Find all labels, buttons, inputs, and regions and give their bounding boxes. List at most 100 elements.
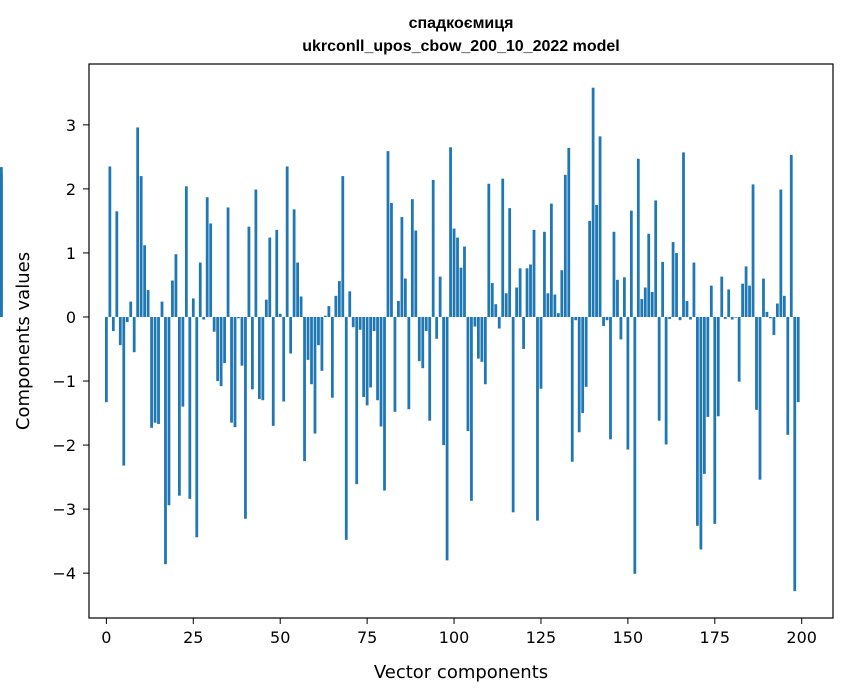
- bar-109: [483, 316, 487, 385]
- y-tick-label: −3: [52, 500, 76, 519]
- bar-50: [278, 313, 282, 317]
- y-tick-label: 2: [66, 180, 76, 199]
- bar-30: [209, 223, 213, 317]
- bar-52: [285, 166, 289, 317]
- bar-16: [160, 301, 164, 317]
- bar-169: [692, 262, 696, 317]
- bar-185: [748, 285, 751, 317]
- bar-150: [626, 316, 630, 450]
- bar-154: [640, 299, 644, 317]
- bar-54: [292, 209, 296, 317]
- bar-5: [122, 316, 126, 466]
- bar-99: [449, 147, 452, 317]
- bar-197: [789, 154, 793, 317]
- bar-119: [518, 268, 522, 317]
- bar-45: [261, 316, 265, 401]
- bar-148: [619, 316, 623, 340]
- bar-85: [400, 217, 404, 317]
- bar-40: [244, 316, 247, 519]
- bar-41: [247, 226, 251, 317]
- bar-144: [605, 316, 609, 321]
- bar-44: [257, 316, 261, 399]
- bar-155: [643, 287, 647, 317]
- bar-160: [661, 261, 665, 317]
- bar-82: [390, 202, 393, 317]
- bar-25: [191, 298, 195, 317]
- y-axis-label: Components values: [13, 252, 34, 430]
- bar-180: [730, 316, 734, 320]
- bar-130: [556, 313, 560, 317]
- bar-12: [146, 290, 150, 317]
- bars-group: [0, 87, 800, 592]
- bar-14: [153, 316, 157, 423]
- bar-91: [421, 316, 425, 369]
- bar-121: [525, 268, 529, 317]
- y-tick-label: −2: [52, 436, 76, 455]
- bar-188: [758, 316, 762, 480]
- bar-181: [734, 316, 738, 318]
- bar-86: [403, 278, 407, 317]
- bar-47: [268, 237, 272, 317]
- y-tick-label: 3: [66, 116, 76, 135]
- bar-159: [657, 316, 661, 421]
- bar-112: [494, 304, 498, 317]
- bar-34: [223, 316, 226, 364]
- y-tick-label: 1: [66, 244, 76, 263]
- bar-71: [351, 316, 355, 328]
- bar-134: [570, 316, 574, 462]
- bar-49: [275, 229, 279, 317]
- bar-31: [212, 316, 216, 332]
- bar-10: [139, 176, 143, 317]
- bar-108: [480, 316, 484, 362]
- bar-0: [104, 316, 108, 403]
- bar-24: [188, 316, 192, 499]
- bar-164: [675, 252, 678, 317]
- bar-1: [108, 166, 112, 317]
- bar-149: [623, 277, 626, 317]
- bar-70: [348, 291, 352, 317]
- bar-166: [682, 152, 685, 317]
- bar-64: [327, 306, 331, 317]
- bar-36: [230, 316, 233, 423]
- bar-84: [397, 300, 400, 317]
- y-tick-label: −4: [52, 564, 76, 583]
- bar-11: [143, 245, 147, 317]
- y-tick-label: −1: [52, 372, 76, 391]
- bar-187: [755, 316, 758, 410]
- bar-118: [515, 287, 519, 317]
- bar-178: [723, 316, 727, 319]
- bar-161: [664, 316, 668, 445]
- x-tick-label: 125: [526, 628, 557, 647]
- bar-199: [796, 316, 800, 403]
- bar-21: [178, 316, 181, 496]
- bar-171: [699, 316, 703, 550]
- bar-103: [463, 246, 466, 317]
- bar-142: [598, 136, 602, 317]
- plot-frame: [88, 63, 834, 619]
- bar-179: [727, 289, 731, 317]
- bar-93: [428, 316, 432, 421]
- bar-101: [456, 237, 459, 317]
- bar-3: [115, 211, 119, 317]
- bar-191: [769, 316, 772, 319]
- bar-98: [445, 316, 449, 561]
- bar-152: [633, 316, 637, 574]
- bar-4: [118, 316, 122, 346]
- bar-7: [129, 301, 133, 317]
- bar-172: [702, 316, 706, 474]
- bar-18: [167, 316, 171, 506]
- bar-6: [125, 316, 129, 323]
- bar-95: [435, 316, 439, 339]
- bar-133: [567, 147, 571, 317]
- bar-39: [240, 316, 244, 366]
- chart-title: спадкоємиця: [409, 15, 514, 32]
- bar-146: [612, 231, 616, 317]
- bar-75: [365, 316, 369, 406]
- bar-65: [330, 316, 334, 398]
- bar-60: [313, 316, 317, 434]
- bar-58: [306, 316, 310, 360]
- bar-115: [504, 293, 508, 317]
- bar-29: [205, 197, 209, 317]
- bar-33: [219, 316, 223, 387]
